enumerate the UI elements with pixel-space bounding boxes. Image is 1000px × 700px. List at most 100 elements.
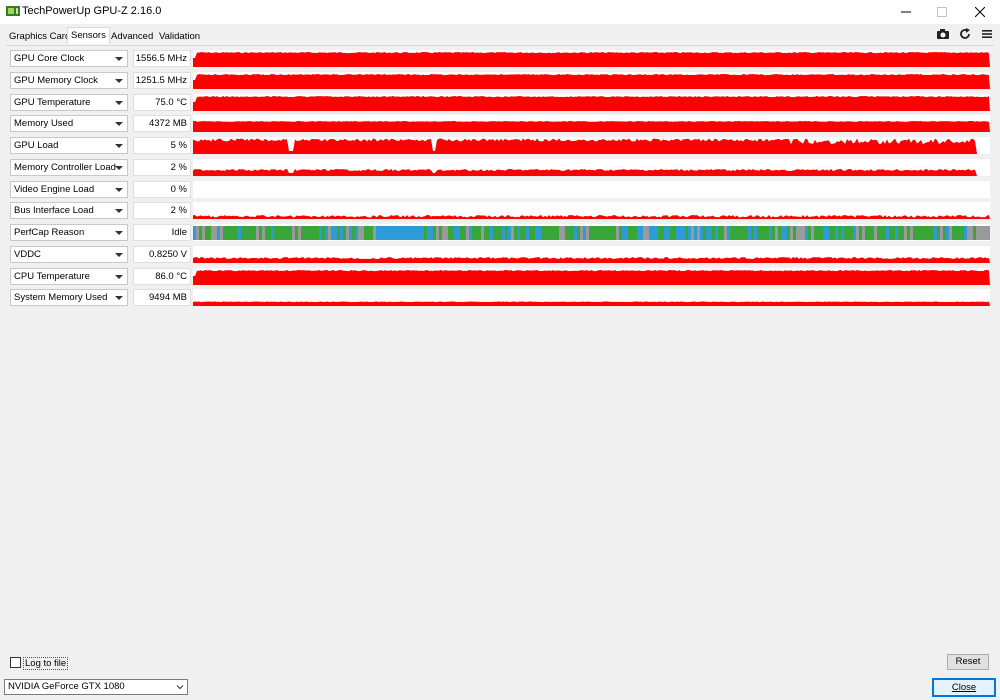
- perfcap-segment: [514, 226, 517, 240]
- gpu-select[interactable]: NVIDIA GeForce GTX 1080: [4, 679, 188, 695]
- perfcap-segment: [238, 226, 241, 240]
- sensor-select[interactable]: GPU Temperature: [10, 93, 128, 111]
- sensor-label: GPU Core Clock: [14, 53, 85, 64]
- perfcap-segment: [883, 226, 886, 240]
- sensor-select[interactable]: Memory Used: [10, 115, 128, 133]
- perfcap-segment: [409, 226, 412, 240]
- chevron-down-icon: [176, 685, 184, 690]
- sensor-row: VDDC 0.8250 V: [10, 245, 994, 264]
- perfcap-segment: [562, 226, 565, 240]
- sensor-label: GPU Memory Clock: [14, 74, 98, 86]
- close-button-label: Close: [951, 682, 977, 693]
- perfcap-segment: [481, 226, 484, 240]
- refresh-icon[interactable]: [958, 28, 972, 40]
- perfcap-segment: [583, 226, 586, 240]
- tab-validation[interactable]: Validation: [159, 31, 201, 42]
- perfcap-segment: [250, 226, 253, 240]
- perfcap-segment: [385, 226, 388, 240]
- sensor-label: GPU Temperature: [14, 96, 91, 108]
- perfcap-segment: [490, 226, 493, 240]
- close-button[interactable]: Close: [932, 678, 996, 697]
- perfcap-segment: [412, 226, 415, 240]
- sensor-graph-plot: [193, 138, 990, 154]
- perfcap-segment: [244, 226, 247, 240]
- perfcap-segment: [214, 226, 217, 240]
- sensor-graph: [193, 245, 990, 263]
- dropdown-arrow-icon: [115, 274, 123, 279]
- perfcap-segment: [325, 226, 328, 240]
- perfcap-segment: [535, 226, 538, 240]
- perfcap-segment: [298, 226, 301, 240]
- sensor-row: GPU Memory Clock 1251.5 MHz: [10, 71, 994, 90]
- sensor-select[interactable]: System Memory Used: [10, 289, 128, 307]
- sensor-graph-plot: [193, 121, 990, 133]
- perfcap-segment: [892, 226, 895, 240]
- perfcap-segment: [232, 226, 235, 240]
- perfcap-segment: [253, 226, 256, 240]
- sensor-select[interactable]: GPU Core Clock: [10, 50, 128, 67]
- sensor-select[interactable]: GPU Load: [10, 137, 128, 154]
- perfcap-segment: [415, 226, 418, 240]
- perfcap-segment: [400, 226, 403, 240]
- perfcap-segment: [349, 226, 352, 240]
- perfcap-segment: [460, 226, 463, 240]
- reset-button[interactable]: Reset: [947, 654, 989, 670]
- perfcap-segment: [868, 226, 871, 240]
- dropdown-arrow-icon: [115, 231, 123, 235]
- perfcap-segment: [685, 226, 688, 240]
- perfcap-segment: [451, 226, 454, 240]
- perfcap-segment: [307, 226, 310, 240]
- perfcap-segment: [859, 226, 862, 240]
- perfcap-segment: [916, 226, 919, 240]
- perfcap-segment: [310, 226, 313, 240]
- perfcap-segment: [565, 226, 568, 240]
- perfcap-segment: [289, 226, 292, 240]
- minimize-button[interactable]: [889, 0, 923, 24]
- camera-icon[interactable]: [936, 28, 950, 40]
- perfcap-segment: [712, 226, 715, 240]
- dropdown-arrow-icon: [115, 252, 123, 257]
- perfcap-segment: [370, 226, 373, 240]
- sensor-value: 86.0 °C: [133, 267, 191, 285]
- perfcap-segment: [670, 226, 673, 240]
- perfcap-segment: [850, 226, 853, 240]
- perfcap-segment: [571, 226, 574, 240]
- perfcap-segment: [376, 226, 379, 240]
- perfcap-segment: [589, 226, 592, 240]
- sensor-graph: [193, 50, 990, 67]
- perfcap-segment: [844, 226, 847, 240]
- perfcap-segment: [445, 226, 448, 240]
- tab-advanced[interactable]: Advanced: [111, 31, 154, 42]
- sensor-value: 75.0 °C: [133, 93, 191, 111]
- perfcap-segment: [679, 226, 682, 240]
- close-window-button[interactable]: [963, 0, 997, 24]
- sensor-graph-area: [193, 95, 990, 111]
- sensor-select[interactable]: GPU Memory Clock: [10, 71, 128, 89]
- menu-icon[interactable]: [980, 28, 994, 40]
- perfcap-segment: [613, 226, 616, 240]
- log-to-file-checkbox[interactable]: [10, 657, 21, 668]
- perfcap-segment: [595, 226, 598, 240]
- maximize-icon: [937, 7, 947, 17]
- perfcap-segment: [652, 226, 655, 240]
- sensor-select[interactable]: Bus Interface Load: [10, 202, 128, 220]
- perfcap-segment: [631, 226, 634, 240]
- perfcap-segment: [580, 226, 583, 240]
- perfcap-segment: [343, 226, 346, 240]
- sensor-select[interactable]: VDDC: [10, 245, 128, 263]
- perfcap-segment: [922, 226, 925, 240]
- gpu-select-value: NVIDIA GeForce GTX 1080: [8, 681, 125, 692]
- sensor-select[interactable]: Memory Controller Load: [10, 158, 128, 176]
- tab-sensors[interactable]: Sensors: [67, 27, 110, 44]
- tab-graphics-card[interactable]: Graphics Card: [9, 31, 71, 42]
- perfcap-segment: [598, 226, 601, 240]
- log-to-file-label[interactable]: Log to file: [23, 657, 69, 670]
- perfcap-segment: [937, 226, 940, 240]
- maximize-button[interactable]: [925, 0, 959, 24]
- perfcap-segment: [841, 226, 844, 240]
- sensor-select[interactable]: PerfCap Reason: [10, 224, 128, 241]
- perfcap-segment: [643, 226, 646, 240]
- minimize-icon: [901, 11, 911, 13]
- sensor-select[interactable]: Video Engine Load: [10, 180, 128, 198]
- sensor-select[interactable]: CPU Temperature: [10, 267, 128, 285]
